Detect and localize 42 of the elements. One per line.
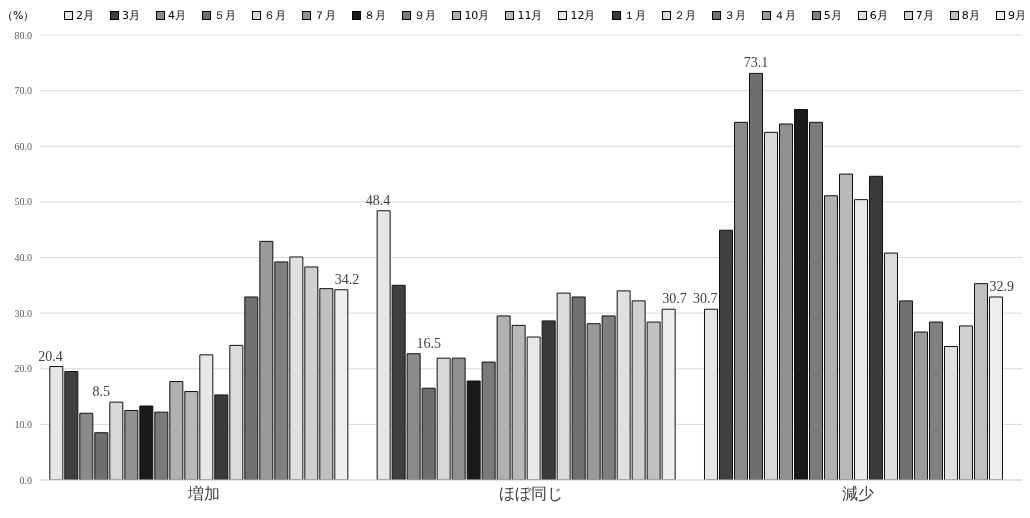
legend-label: ３月: [723, 8, 746, 23]
y-axis-title: （%）: [2, 8, 35, 23]
legend-label: ４月: [773, 8, 796, 23]
legend-label: ９月: [414, 8, 437, 23]
legend-label: ２月: [673, 8, 696, 23]
data-label: 30.7: [662, 291, 687, 307]
x-tick-label: ほぼ同じ: [499, 485, 563, 503]
y-tick-label: 30.0: [14, 307, 32, 319]
legend-label: 9月: [1007, 8, 1026, 23]
legend-label: ６月: [264, 8, 287, 23]
data-label: 8.5: [92, 384, 111, 400]
legend-label: １月: [623, 8, 646, 23]
x-tick-label: 減少: [842, 485, 875, 503]
y-tick-label: 20.0: [14, 363, 32, 375]
legend-label: 11月: [517, 8, 543, 23]
legend-label: 6月: [869, 8, 888, 23]
data-label: 73.1: [743, 55, 769, 71]
legend-label: 10月: [464, 8, 490, 23]
y-tick-label: 0.0: [19, 474, 32, 486]
y-tick-label: 80.0: [14, 29, 32, 41]
legend-label: 7月: [915, 8, 934, 23]
legend-label: 2月: [76, 8, 94, 23]
data-label: 48.4: [365, 192, 391, 208]
legend-label: ７月: [314, 8, 337, 23]
data-label: 32.9: [989, 278, 1014, 294]
y-tick-label: 60.0: [14, 140, 32, 152]
y-tick-label: 50.0: [14, 196, 32, 208]
legend-label: 4月: [168, 8, 187, 23]
legend-label: 5月: [823, 8, 842, 23]
legend-label: ８月: [364, 8, 387, 23]
y-tick-label: 10.0: [14, 418, 32, 430]
legend-label: 8月: [961, 8, 980, 23]
y-tick-label: 40.0: [14, 252, 32, 264]
data-label: 34.2: [334, 271, 360, 287]
legend-label: ５月: [214, 8, 237, 23]
x-tick-label: 増加: [186, 485, 220, 503]
data-label: 20.4: [38, 348, 63, 364]
legend-label: 3月: [122, 8, 141, 23]
data-label: 30.7: [692, 291, 718, 307]
legend-label: 12月: [570, 8, 596, 23]
y-tick-label: 70.0: [14, 85, 32, 97]
data-label: 16.5: [416, 335, 441, 351]
